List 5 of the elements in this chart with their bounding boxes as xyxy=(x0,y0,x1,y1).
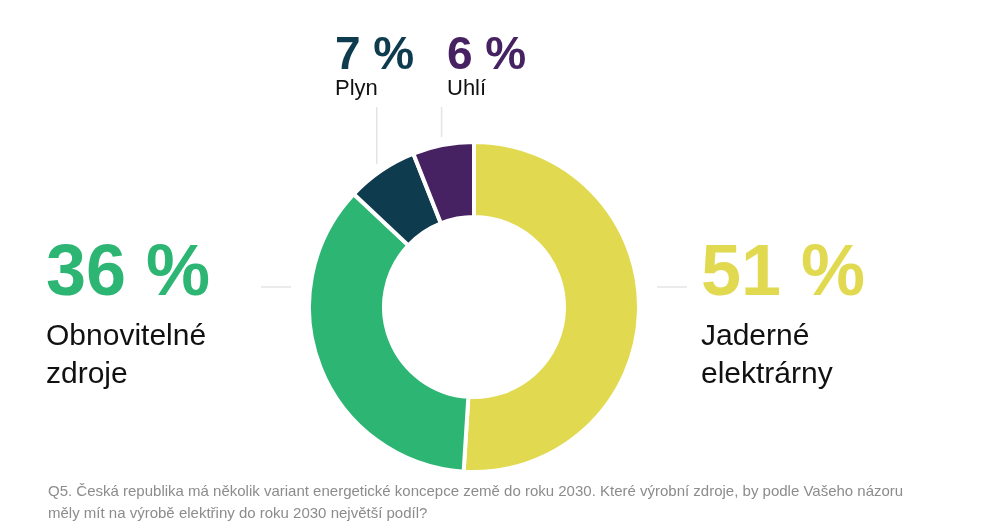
slice-label: Obnovitelné zdroje xyxy=(46,318,207,389)
text: Q5. Česká republika má několik variant energetické koncepce země do roku 2030. Které výrobní zdroje, by podle Vašeho názoru měly mít na výrobě elektřiny do roku 2030 největší podíl? xyxy=(48,481,905,523)
data-label: 51 % xyxy=(701,230,866,310)
data-label: 36 % xyxy=(46,230,211,310)
slice-label: Jaderné elektrárny xyxy=(701,318,833,389)
